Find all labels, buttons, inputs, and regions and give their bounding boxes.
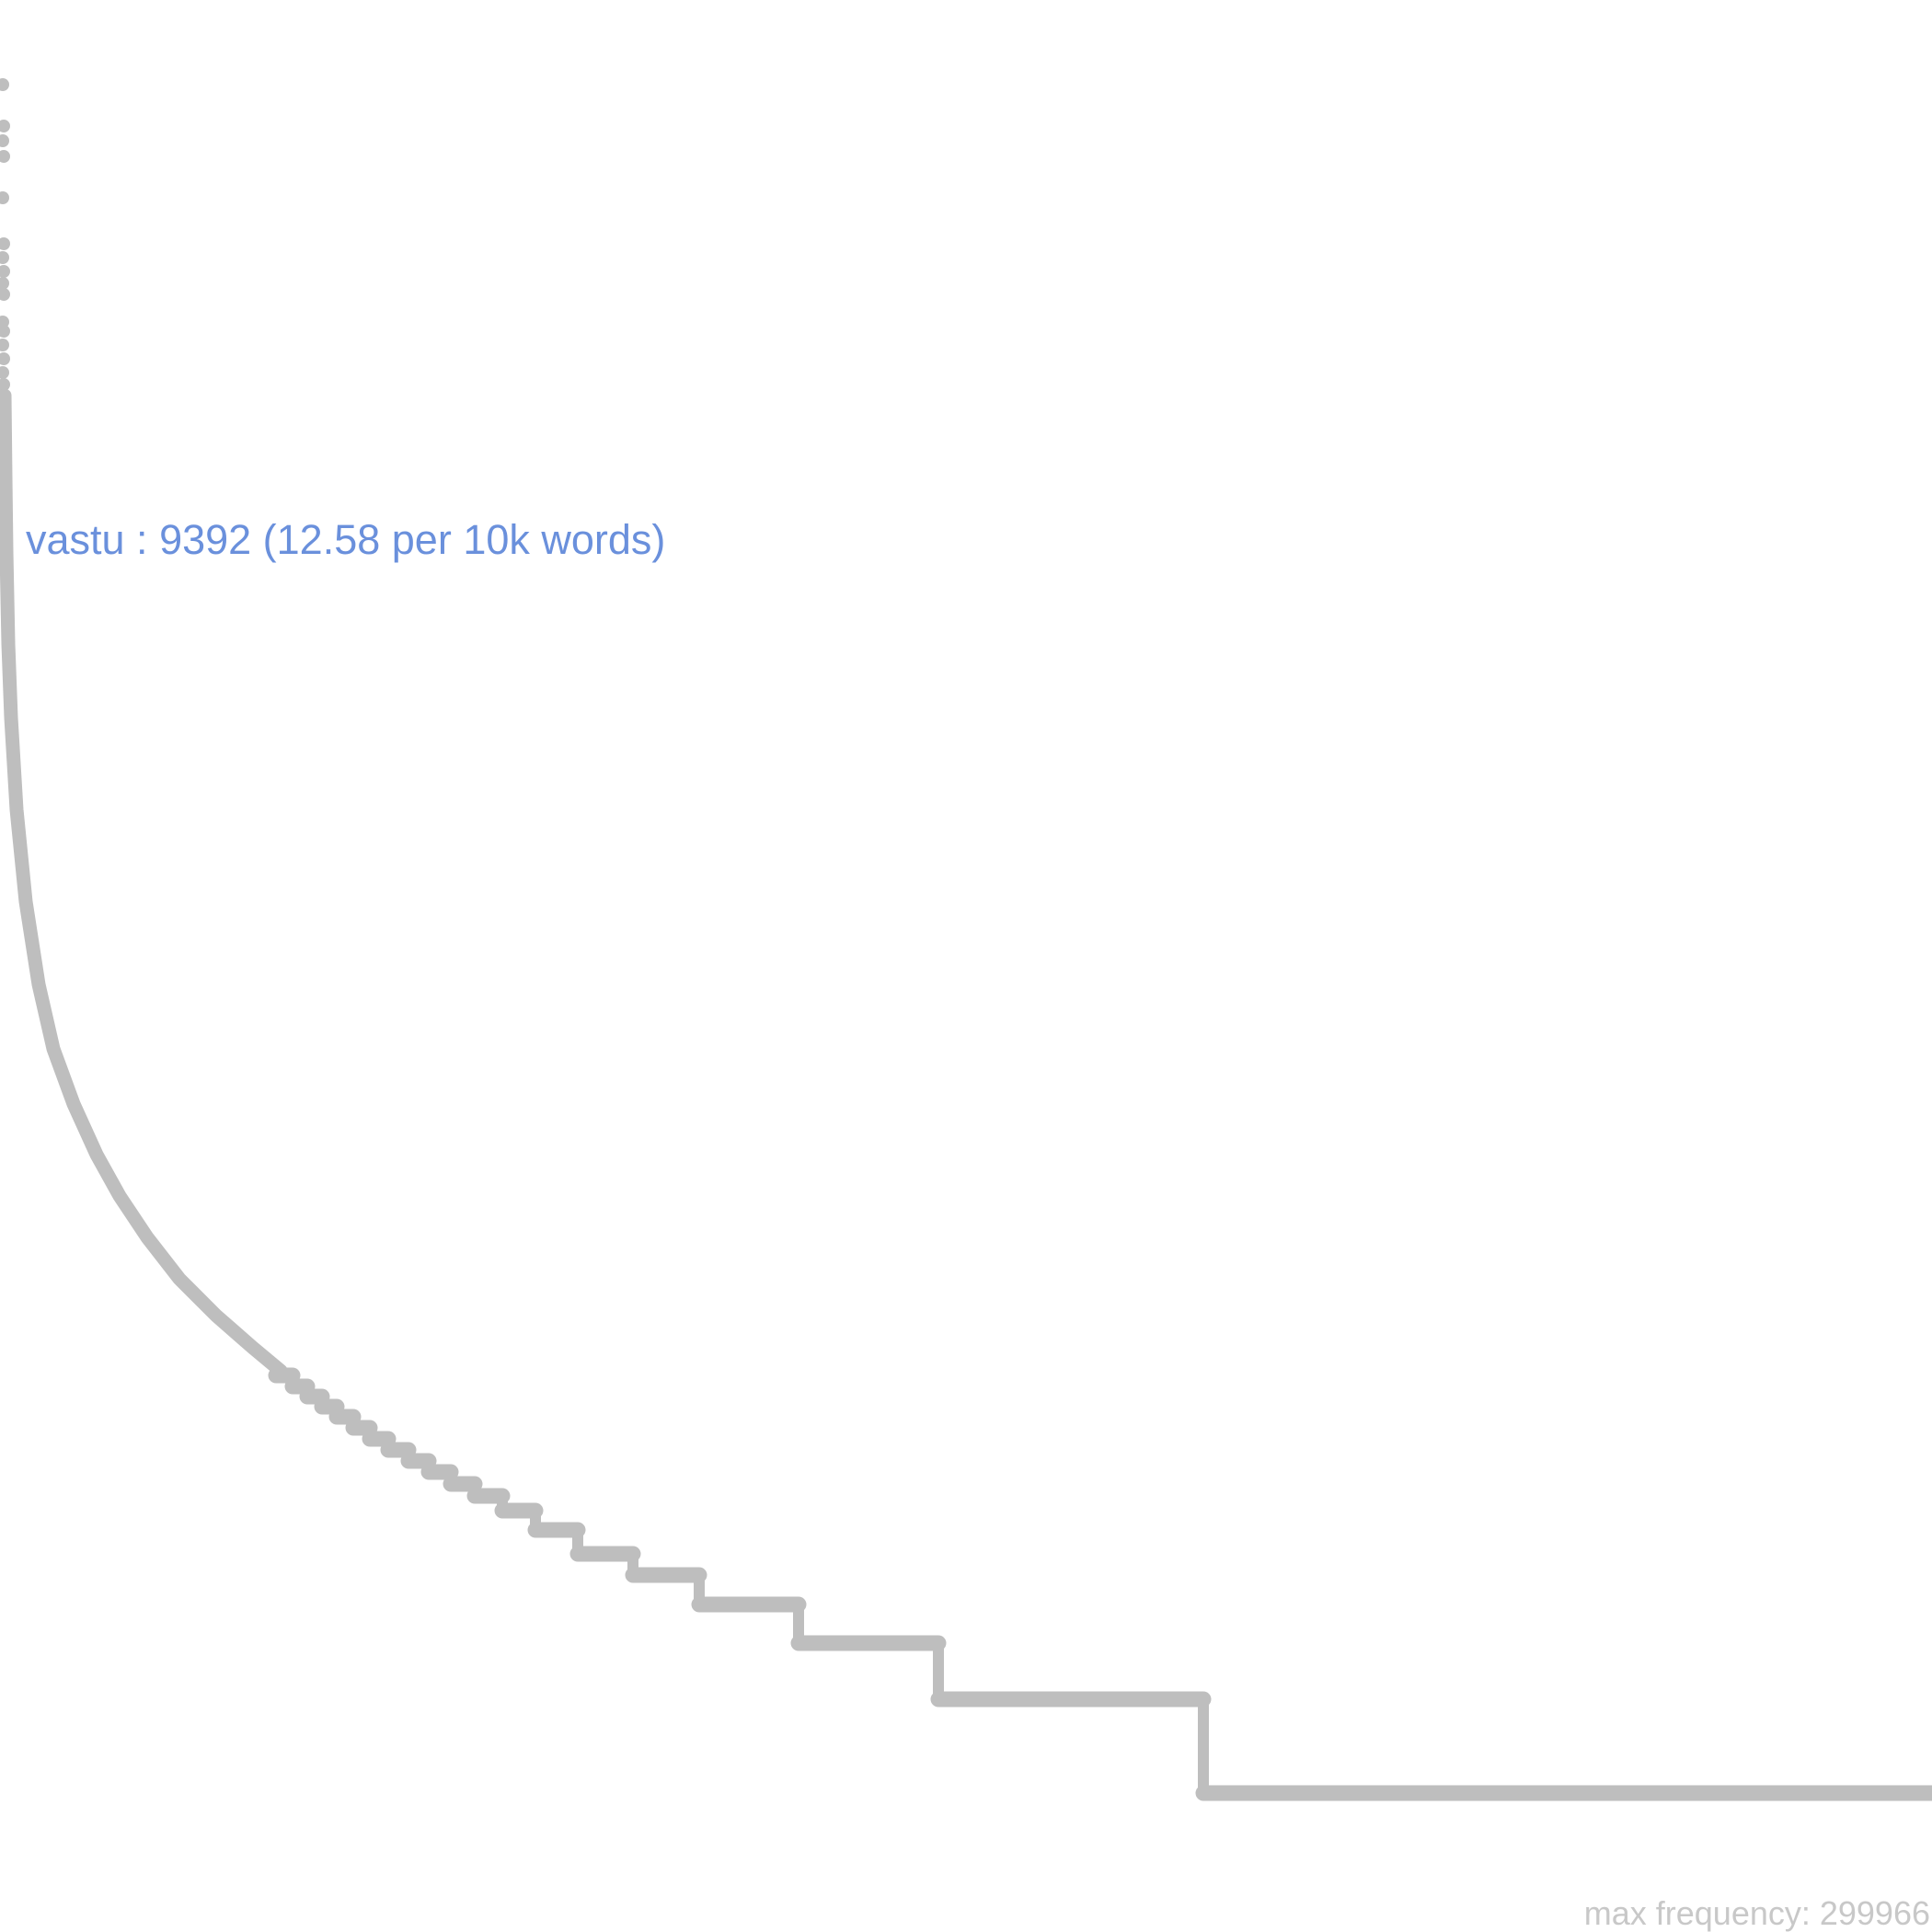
frequency-point — [0, 78, 9, 91]
frequency-point — [0, 277, 9, 290]
frequency-point — [0, 339, 9, 351]
frequency-curve-line — [0, 388, 288, 1378]
frequency-point — [0, 265, 10, 278]
highlighted-word-label: vastu : 9392 (12.58 per 10k words) — [26, 516, 665, 563]
frequency-steps — [268, 1367, 1932, 1801]
frequency-point — [0, 134, 9, 147]
frequency-point — [0, 366, 9, 379]
frequency-point — [0, 150, 10, 163]
frequency-point — [0, 378, 10, 391]
frequency-point — [0, 288, 10, 301]
frequency-point — [0, 352, 10, 365]
frequency-curve — [0, 78, 288, 1378]
frequency-point — [0, 237, 10, 250]
frequency-point — [0, 120, 10, 132]
frequency-point — [0, 325, 10, 338]
max-frequency-label: max frequency: 299966 — [1584, 1894, 1930, 1932]
frequency-point — [0, 191, 9, 204]
frequency-point — [0, 251, 9, 264]
